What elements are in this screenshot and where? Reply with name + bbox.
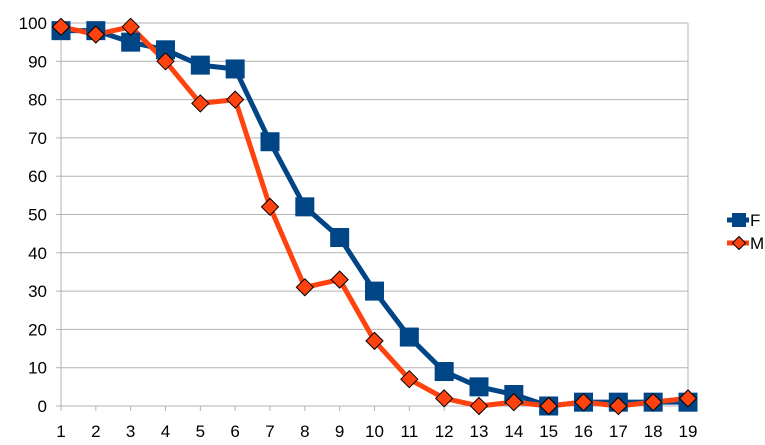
x-tick-label: 16: [574, 422, 593, 441]
x-tick-label: 4: [161, 422, 170, 441]
data-point-F: [470, 378, 488, 396]
x-tick-label: 13: [470, 422, 489, 441]
data-point-F: [191, 56, 209, 74]
y-tick-label: 70: [28, 129, 47, 148]
x-tick-label: 6: [230, 422, 239, 441]
y-tick-label: 20: [28, 320, 47, 339]
y-tick-label: 90: [28, 52, 47, 71]
x-tick-label: 15: [539, 422, 558, 441]
y-tick-label: 30: [28, 282, 47, 301]
y-tick-label: 0: [38, 397, 47, 416]
data-point-F: [226, 60, 244, 78]
x-tick-label: 12: [435, 422, 454, 441]
x-tick-label: 11: [401, 422, 419, 441]
data-point-F: [261, 133, 279, 151]
x-tick-label: 10: [365, 422, 384, 441]
x-tick-label: 7: [265, 422, 274, 441]
legend-square-marker: [732, 213, 746, 227]
data-point-F: [435, 363, 453, 381]
data-point-F: [296, 198, 314, 216]
plot-series: [52, 18, 697, 415]
data-point-F: [400, 328, 418, 346]
y-tick-label: 50: [28, 206, 47, 225]
x-tick-label: 18: [644, 422, 663, 441]
y-tick-label: 80: [28, 91, 47, 110]
x-tick-label: 17: [609, 422, 628, 441]
data-point-M: [471, 398, 488, 415]
data-point-M: [262, 198, 279, 215]
legend-label: M: [750, 234, 764, 253]
legend-item-F: F: [727, 211, 760, 230]
x-tick-label: 19: [679, 422, 698, 441]
data-point-F: [331, 228, 349, 246]
legend-label: F: [750, 211, 760, 230]
y-tick-label: 40: [28, 244, 47, 263]
x-axis-tick-labels: 1 2 3 4 5 6 7 8 9 10 11 12 13 14 15 16 17 18 19: [56, 422, 697, 441]
data-point-F: [366, 282, 384, 300]
x-tick-label: 2: [91, 422, 100, 441]
x-tick-label: 14: [504, 422, 523, 441]
x-tick-label: 5: [196, 422, 205, 441]
x-tick-label: 1: [56, 422, 65, 441]
y-tick-label: 10: [28, 359, 47, 378]
x-tick-label: 3: [126, 422, 135, 441]
y-axis-tick-labels: 0 10 20 30 40 50 60 70 80 90 100: [19, 14, 47, 416]
legend-item-M: M: [727, 234, 764, 253]
legend-diamond-marker: [733, 237, 746, 250]
legend: FM: [727, 211, 764, 253]
data-point-M: [296, 279, 313, 296]
axes: [56, 23, 688, 411]
y-tick-label: 60: [28, 167, 47, 186]
y-tick-label: 100: [19, 14, 47, 33]
data-point-M: [227, 91, 244, 108]
series-markers-F: [52, 22, 697, 415]
x-tick-label: 8: [300, 422, 309, 441]
series-markers-M: [53, 18, 697, 414]
x-tick-label: 9: [335, 422, 344, 441]
